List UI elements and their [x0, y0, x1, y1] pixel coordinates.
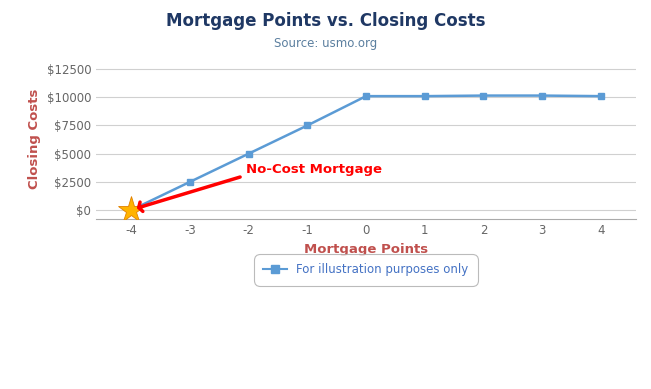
Legend: For illustration purposes only: For illustration purposes only	[258, 258, 473, 281]
Y-axis label: Closing Costs: Closing Costs	[28, 88, 41, 189]
Text: Mortgage Points vs. Closing Costs: Mortgage Points vs. Closing Costs	[166, 12, 485, 30]
Text: Source: usmo.org: Source: usmo.org	[274, 37, 377, 50]
Text: No-Cost Mortgage: No-Cost Mortgage	[245, 163, 381, 176]
X-axis label: Mortgage Points: Mortgage Points	[304, 242, 428, 256]
